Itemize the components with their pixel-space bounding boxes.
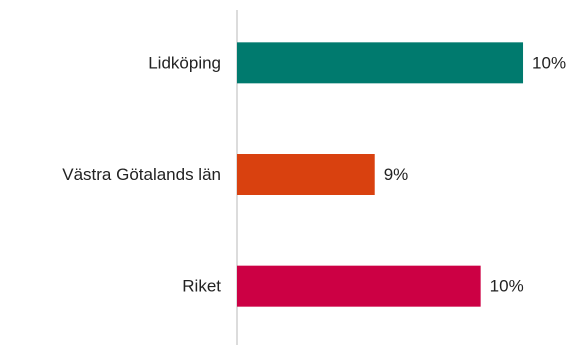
category-label: Västra Götalands län	[62, 165, 221, 184]
bar	[237, 42, 524, 84]
value-label: 10%	[532, 53, 566, 72]
category-label: Lidköping	[148, 53, 221, 72]
category-label: Riket	[182, 277, 221, 296]
value-label: 9%	[384, 165, 409, 184]
value-label: 10%	[490, 277, 524, 296]
bar	[237, 265, 481, 307]
bar	[237, 154, 375, 195]
